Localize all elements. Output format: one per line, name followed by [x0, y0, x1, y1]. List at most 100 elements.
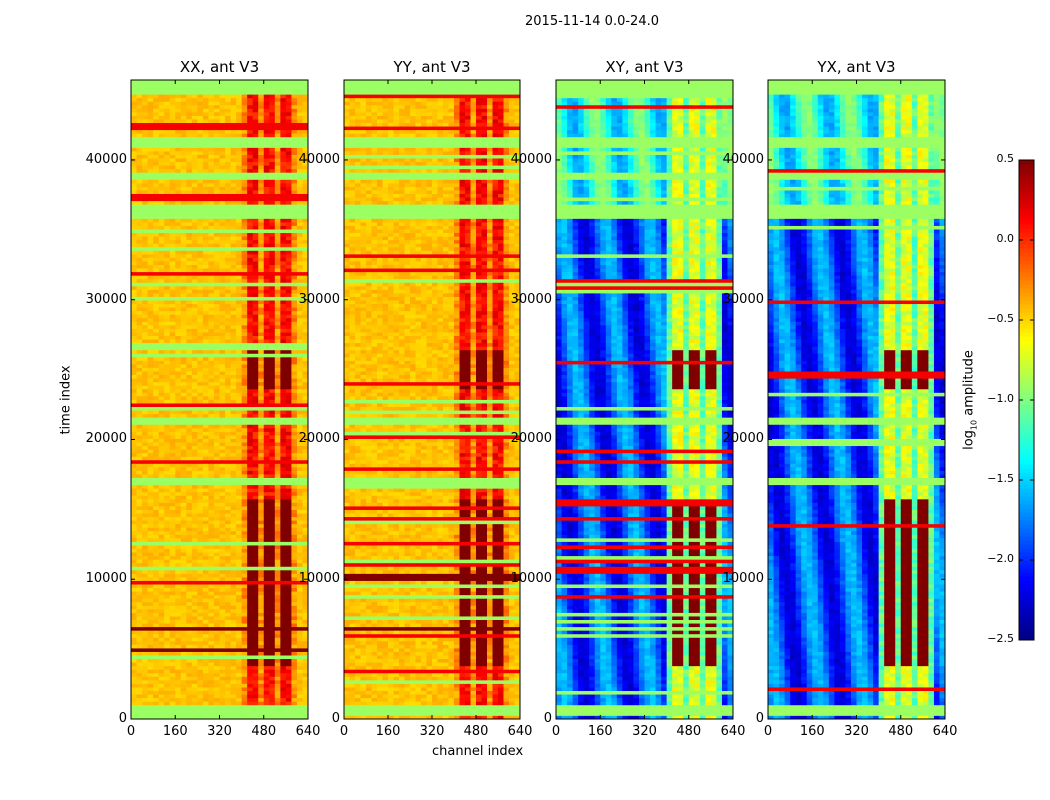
heatmap-cell [258, 201, 264, 205]
heatmap-cell [137, 218, 143, 222]
heatmap-cell [170, 336, 176, 340]
heatmap-cell [137, 609, 143, 613]
heatmap-cell [297, 701, 303, 705]
heatmap-cell [175, 708, 181, 712]
heatmap-cell [148, 385, 154, 389]
heatmap-cell [214, 659, 220, 663]
heatmap-cell [164, 307, 170, 311]
heatmap-cell [297, 531, 303, 535]
heatmap-cell [186, 616, 192, 620]
heatmap-cell [203, 534, 209, 538]
heatmap-cell [220, 613, 226, 617]
heatmap-cell [297, 474, 303, 478]
heatmap-cell [164, 360, 170, 364]
heatmap-cell [170, 471, 176, 475]
heatmap-cell [253, 336, 259, 340]
heatmap-cell [148, 382, 154, 386]
heatmap-cell [220, 311, 226, 315]
heatmap-cell [186, 211, 192, 215]
heatmap-cell [153, 627, 159, 631]
heatmap-cell [214, 495, 220, 499]
heatmap-cell [208, 563, 214, 567]
heatmap-cell [186, 304, 192, 308]
heatmap-cell [258, 297, 264, 301]
heatmap-cell [197, 165, 203, 169]
heatmap-cell [236, 382, 242, 386]
heatmap-cell [297, 286, 303, 290]
heatmap-cell [203, 531, 209, 535]
heatmap-cell [269, 236, 275, 240]
heatmap-cell [164, 485, 170, 489]
heatmap-cell [280, 648, 286, 652]
heatmap-cell [192, 364, 198, 368]
heatmap-cell [280, 311, 286, 315]
heatmap-cell [231, 435, 237, 439]
heatmap-cell [291, 573, 297, 577]
heatmap-cell [153, 566, 159, 570]
heatmap-cell [159, 524, 165, 528]
heatmap-cell [242, 634, 248, 638]
heatmap-cell [253, 329, 259, 333]
heatmap-cell [286, 676, 292, 680]
heatmap-cell [242, 488, 248, 492]
heatmap-cell [220, 453, 226, 457]
heatmap-cell [203, 439, 209, 443]
heatmap-cell [153, 389, 159, 393]
heatmap-cell [225, 545, 231, 549]
heatmap-cell [286, 268, 292, 272]
heatmap-cell [264, 584, 270, 588]
heatmap-cell [280, 307, 286, 311]
heatmap-cell [192, 392, 198, 396]
heatmap-cell [247, 431, 253, 435]
heatmap-cell [280, 492, 286, 496]
heatmap-cell [236, 368, 242, 372]
heatmap-cell [220, 446, 226, 450]
heatmap-cell [164, 488, 170, 492]
heatmap-cell [291, 329, 297, 333]
heatmap-cell [264, 701, 270, 705]
heatmap-cell [170, 694, 176, 698]
heatmap-cell [164, 520, 170, 524]
heatmap-cell [203, 236, 209, 240]
heatmap-cell [214, 545, 220, 549]
heatmap-cell [164, 254, 170, 258]
heatmap-cell [142, 566, 148, 570]
heatmap-cell [297, 190, 303, 194]
heatmap-cell [142, 691, 148, 695]
heatmap-cell [203, 662, 209, 666]
heatmap-cell [142, 442, 148, 446]
heatmap-cell [214, 385, 220, 389]
heatmap-cell [225, 712, 231, 716]
heatmap-cell [275, 471, 281, 475]
heatmap-cell [297, 467, 303, 471]
heatmap-cell [137, 201, 143, 205]
heatmap-cell [280, 261, 286, 265]
heatmap-cell [269, 485, 275, 489]
heatmap-cell [192, 609, 198, 613]
heatmap-cell [220, 563, 226, 567]
heatmap-cell [269, 467, 275, 471]
heatmap-cell [280, 357, 286, 361]
heatmap-cell [214, 417, 220, 421]
heatmap-cell [258, 424, 264, 428]
heatmap-cell [203, 289, 209, 293]
heatmap-cell [280, 520, 286, 524]
heatmap-cell [203, 588, 209, 592]
heatmap-cell [175, 229, 181, 233]
heatmap-cell [137, 197, 143, 201]
heatmap-cell [242, 510, 248, 514]
heatmap-cell [291, 385, 297, 389]
heatmap-cell [220, 573, 226, 577]
heatmap-cell [137, 389, 143, 393]
heatmap-cell [208, 712, 214, 716]
heatmap-cell [214, 368, 220, 372]
heatmap-cell [142, 329, 148, 333]
heatmap-cell [137, 332, 143, 336]
heatmap-cell [291, 595, 297, 599]
heatmap-cell [291, 165, 297, 169]
heatmap-cell [214, 566, 220, 570]
heatmap-cell [181, 169, 187, 173]
heatmap-cell [159, 598, 165, 602]
heatmap-cell [148, 605, 154, 609]
heatmap-cell [203, 424, 209, 428]
